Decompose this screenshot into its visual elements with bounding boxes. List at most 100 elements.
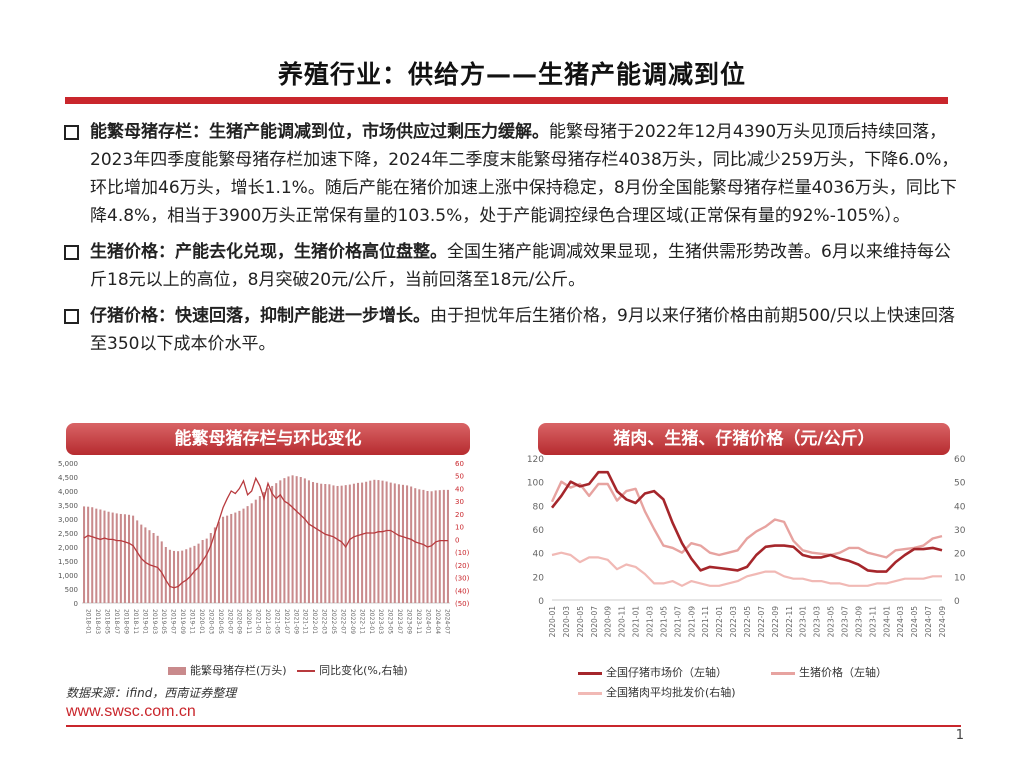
bullet-sow-inventory: 能繁母猪存栏：生猪产能调减到位，市场供应过剩压力缓解。能繁母猪于2022年12月… [64,118,964,230]
x-tick-label: 2022-01 [311,609,318,634]
inventory-bar [279,480,282,603]
y-right-tick-label: (50) [455,600,470,608]
inventory-bar [213,527,216,603]
y-left-tick-label: 3,500 [58,502,78,510]
inventory-bar [307,480,310,603]
x-tick-label: 2024-05 [910,606,919,638]
x-tick-label: 2024-01 [882,606,891,638]
x-tick-label: 2023-07 [396,609,403,634]
bullet-hog-price: 生猪价格：产能去化兑现，生猪价格高位盘整。全国生猪产能调减效果显现，生猪供需形势… [64,238,964,294]
legend-item: 全国仔猪市场价（左轴） [578,664,727,680]
inventory-bar [103,510,106,603]
y-right-tick-label: (40) [455,587,470,595]
inventory-bar [193,545,196,603]
x-tick-label: 2020-07 [226,609,233,634]
bullet-heading: 仔猪价格：快速回落，抑制产能进一步增长。 [90,306,430,326]
inventory-bar [385,481,388,603]
inventory-bar [332,485,335,603]
x-tick-label: 2020-03 [562,606,571,638]
x-tick-label: 2021-03 [264,609,271,634]
y-right-tick-label: (20) [455,562,470,570]
x-tick-label: 2020-11 [245,609,252,634]
inventory-bar [418,489,421,603]
x-tick-label: 2019-11 [189,609,196,634]
x-tick-label: 2021-05 [659,606,668,638]
inventory-bar [312,482,315,603]
inventory-bar [344,485,347,603]
y-right-tick-label: 10 [455,524,464,532]
inventory-bar [414,488,417,603]
inventory-bar [250,503,253,603]
x-tick-label: 2023-09 [406,609,413,634]
inventory-bar [438,490,441,603]
legend-label: 同比变化(%,右轴) [319,664,408,677]
pork-price-chart: 0 20 40 60 80 100 120 0 10 20 30 40 50 60 2020-01 2020-… [527,455,966,638]
x-tick-label: 2018-05 [104,609,111,634]
x-tick-label: 2021-09 [292,609,299,634]
inventory-bar [242,508,245,603]
x-tick-label: 2020-05 [576,606,585,638]
y-right-tick-label: 30 [455,498,464,506]
bullet-heading: 能繁母猪存栏：生猪产能调减到位，市场供应过剩压力缓解。 [90,122,549,142]
inventory-bar [410,486,413,603]
y-right-tick-label: 20 [954,550,966,560]
y-left-tick-label: 20 [533,573,545,583]
checkbox-bullet-icon [64,245,79,260]
inventory-bar [132,515,135,603]
inventory-bar [185,549,188,603]
inventory-bar [168,549,171,603]
x-tick-label: 2023-05 [827,606,836,638]
x-tick-label: 2018-03 [94,609,101,634]
inventory-bar [172,550,176,603]
left-chart-legend: 能繁母猪存栏(万头) 同比变化(%,右轴) [168,662,408,678]
x-tick-label: 2020-05 [217,609,224,634]
inventory-bar [164,547,167,603]
x-tick-label: 2020-03 [207,609,214,634]
x-tick-label: 2018-11 [132,609,139,634]
x-tick-label: 2023-01 [799,606,808,638]
x-tick-label: 2022-11 [785,606,794,638]
price-series-line [550,480,943,559]
price-series-line [550,470,943,573]
inventory-bar [348,484,351,603]
x-tick-label: 2023-11 [415,609,422,634]
inventory-bar [303,478,306,603]
inventory-bar [123,514,126,603]
x-tick-label: 2021-07 [283,609,290,634]
inventory-bar [119,513,122,603]
y-left-tick-label: 1,500 [58,558,78,566]
inventory-bar [95,508,98,603]
x-tick-label: 2021-09 [687,606,696,638]
y-right-tick-label: 30 [954,526,966,536]
inventory-bar [430,491,433,603]
legend-line-swatch [578,671,602,675]
bullet-body: 全国生猪产能调减效果显现，生猪供需形势改善。6月以来维持每公斤18元以上的高位，… [90,242,951,290]
inventory-bar [189,547,192,603]
y-right-tick-label: (10) [455,549,470,557]
inventory-bar [381,480,384,603]
inventory-bar [91,507,94,603]
inventory-bar [356,482,360,603]
x-tick-label: 2021-07 [673,606,682,638]
y-left-tick-label: 0 [538,597,544,607]
y-left-tick-label: 60 [533,526,545,536]
inventory-bar [369,480,372,603]
inventory-bar [258,496,261,603]
y-right-tick-label: 60 [455,460,464,468]
x-tick-label: 2022-11 [358,609,365,634]
legend-bar-swatch [168,667,186,675]
inventory-bar [148,530,151,603]
x-tick-label: 2019-03 [151,609,158,634]
y-right-tick-label: 0 [954,597,960,607]
inventory-bar [226,515,229,603]
inventory-bar [336,485,339,603]
y-left-tick-label: 80 [533,502,545,512]
y-right-tick-label: 50 [455,473,464,481]
x-tick-label: 2023-01 [368,609,375,634]
x-tick-label: 2022-07 [757,606,766,638]
website-link[interactable]: www.swsc.com.cn [66,703,196,720]
x-tick-label: 2019-05 [160,609,167,634]
inventory-bar [181,550,184,603]
inventory-bar [442,489,445,603]
inventory-bar [140,524,143,603]
